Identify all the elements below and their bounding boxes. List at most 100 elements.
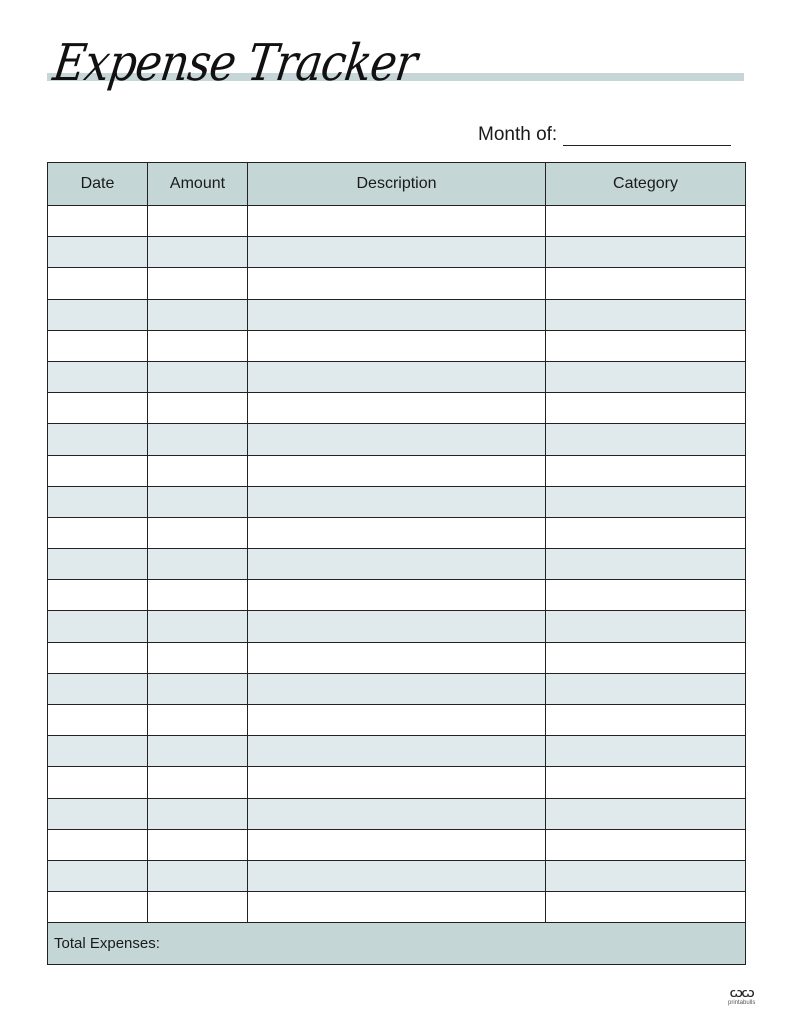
description-cell[interactable] [247, 204, 546, 238]
amount-cell[interactable] [147, 485, 248, 518]
category-cell[interactable] [545, 298, 746, 331]
description-cell[interactable] [247, 423, 546, 456]
category-cell[interactable] [545, 392, 746, 425]
date-cell[interactable] [47, 703, 148, 737]
date-cell[interactable] [47, 548, 148, 581]
month-input-line[interactable] [563, 127, 732, 146]
category-cell[interactable] [545, 454, 746, 487]
description-cell[interactable] [247, 641, 546, 674]
category-cell[interactable] [545, 579, 746, 612]
amount-cell[interactable] [147, 236, 248, 269]
description-cell[interactable] [247, 298, 546, 331]
category-cell[interactable] [545, 423, 746, 456]
category-cell[interactable] [545, 828, 746, 861]
category-cell[interactable] [545, 610, 746, 643]
date-cell[interactable] [47, 735, 148, 768]
category-cell[interactable] [545, 485, 746, 518]
amount-cell[interactable] [147, 548, 248, 581]
date-cell[interactable] [47, 579, 148, 612]
table-row [47, 329, 746, 362]
amount-cell[interactable] [147, 766, 248, 799]
description-cell[interactable] [247, 485, 546, 518]
date-cell[interactable] [47, 766, 148, 799]
amount-cell[interactable] [147, 859, 248, 893]
date-cell[interactable] [47, 797, 148, 830]
description-cell[interactable] [247, 360, 546, 394]
date-cell[interactable] [47, 672, 148, 706]
category-cell[interactable] [545, 891, 746, 924]
amount-cell[interactable] [147, 703, 248, 737]
date-cell[interactable] [47, 891, 148, 924]
date-cell[interactable] [47, 516, 148, 550]
date-cell[interactable] [47, 423, 148, 456]
table-row [47, 267, 746, 300]
amount-cell[interactable] [147, 298, 248, 331]
category-cell[interactable] [545, 360, 746, 394]
date-cell[interactable] [47, 392, 148, 425]
table-row [47, 859, 746, 893]
amount-cell[interactable] [147, 267, 248, 300]
amount-cell[interactable] [147, 610, 248, 643]
description-cell[interactable] [247, 797, 546, 830]
category-cell[interactable] [545, 859, 746, 893]
amount-cell[interactable] [147, 516, 248, 550]
table-row [47, 891, 746, 924]
date-cell[interactable] [47, 641, 148, 674]
date-cell[interactable] [47, 610, 148, 643]
category-cell[interactable] [545, 735, 746, 768]
description-cell[interactable] [247, 267, 546, 300]
date-cell[interactable] [47, 329, 148, 362]
category-cell[interactable] [545, 516, 746, 550]
category-cell[interactable] [545, 236, 746, 269]
date-cell[interactable] [47, 485, 148, 518]
description-cell[interactable] [247, 859, 546, 893]
amount-cell[interactable] [147, 828, 248, 861]
date-cell[interactable] [47, 298, 148, 331]
amount-cell[interactable] [147, 672, 248, 706]
date-cell[interactable] [47, 859, 148, 893]
total-expenses-label[interactable]: Total Expenses: [47, 922, 746, 966]
amount-cell[interactable] [147, 204, 248, 238]
description-cell[interactable] [247, 672, 546, 706]
category-cell[interactable] [545, 766, 746, 799]
category-cell[interactable] [545, 703, 746, 737]
description-cell[interactable] [247, 392, 546, 425]
description-cell[interactable] [247, 454, 546, 487]
date-cell[interactable] [47, 267, 148, 300]
date-cell[interactable] [47, 360, 148, 394]
description-cell[interactable] [247, 703, 546, 737]
date-cell[interactable] [47, 828, 148, 861]
amount-cell[interactable] [147, 579, 248, 612]
description-cell[interactable] [247, 828, 546, 861]
description-cell[interactable] [247, 610, 546, 643]
amount-cell[interactable] [147, 423, 248, 456]
amount-cell[interactable] [147, 392, 248, 425]
category-cell[interactable] [545, 797, 746, 830]
category-cell[interactable] [545, 548, 746, 581]
category-cell[interactable] [545, 329, 746, 362]
category-cell[interactable] [545, 672, 746, 706]
amount-cell[interactable] [147, 329, 248, 362]
amount-cell[interactable] [147, 735, 248, 768]
description-cell[interactable] [247, 329, 546, 362]
amount-cell[interactable] [147, 454, 248, 487]
amount-cell[interactable] [147, 891, 248, 924]
description-cell[interactable] [247, 735, 546, 768]
description-cell[interactable] [247, 766, 546, 799]
description-cell[interactable] [247, 548, 546, 581]
description-cell[interactable] [247, 579, 546, 612]
description-cell[interactable] [247, 516, 546, 550]
category-cell[interactable] [545, 267, 746, 300]
date-cell[interactable] [47, 204, 148, 238]
date-cell[interactable] [47, 236, 148, 269]
description-cell[interactable] [247, 891, 546, 924]
header-category: Category [545, 162, 746, 206]
amount-cell[interactable] [147, 797, 248, 830]
category-cell[interactable] [545, 641, 746, 674]
category-cell[interactable] [545, 204, 746, 238]
amount-cell[interactable] [147, 360, 248, 394]
date-cell[interactable] [47, 454, 148, 487]
table-row [47, 423, 746, 456]
description-cell[interactable] [247, 236, 546, 269]
amount-cell[interactable] [147, 641, 248, 674]
